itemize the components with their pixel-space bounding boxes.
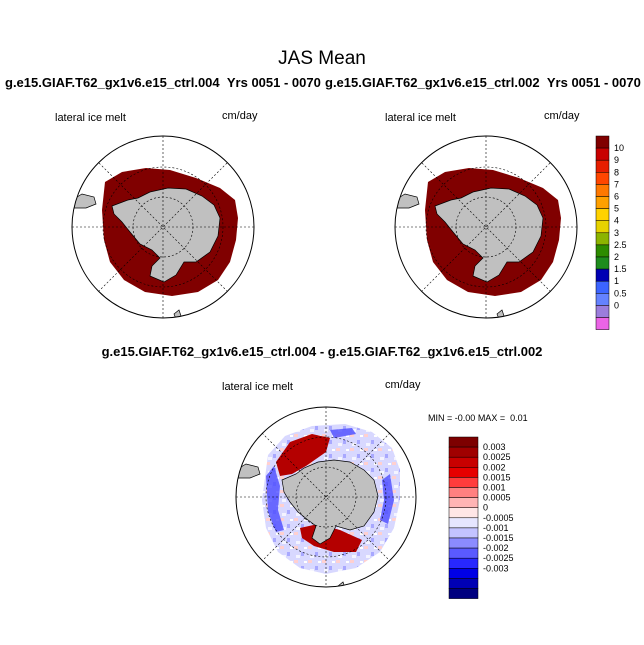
diff-colorbar-swatch [448, 477, 479, 488]
main-colorbar-swatch [595, 184, 610, 197]
diff-colorbar: 0.0030.00250.0020.00150.0010.00050-0.000… [448, 436, 514, 599]
right-case-name: g.e15.GIAF.T62_gx1v6.e15_ctrl.002 [325, 75, 540, 90]
diff-minmax: MIN = -0.00 MAX = 0.01 [428, 413, 528, 423]
main-colorbar-swatch [595, 172, 610, 185]
diff-positive-weddell [276, 434, 330, 476]
diff-colorbar-tick-label: -0.0005 [483, 513, 514, 523]
diff-colorbar-swatch [448, 578, 479, 589]
diff-colorbar-tick-label: 0.0025 [483, 452, 511, 462]
main-colorbar-swatch [595, 208, 610, 221]
diff-graticule [236, 407, 416, 587]
main-colorbar-tick-label: 0 [614, 300, 619, 310]
max-value: 0.01 [510, 413, 528, 423]
max-label: MAX = [477, 413, 506, 423]
diff-colorbar-swatch [448, 487, 479, 498]
diff-colorbar-swatch [448, 568, 479, 579]
right-var-label: lateral ice melt [385, 112, 456, 124]
diff-colorbar-swatch [448, 588, 479, 599]
main-colorbar-swatch [595, 232, 610, 246]
diff-colorbar-tick-label: 0.001 [483, 483, 506, 493]
main-colorbar-swatch [595, 244, 610, 258]
diff-colorbar-swatch [448, 456, 479, 468]
main-colorbar: 10 9 8 7 6 5 4 3 2.5 2 1.5 1 0.5 0 [595, 135, 627, 330]
diff-title: g.e15.GIAF.T62_gx1v6.e15_ctrl.004 - g.e1… [101, 344, 543, 359]
diff-colorbar-swatch [448, 557, 479, 569]
main-colorbar-swatch [595, 220, 610, 234]
main-colorbar-swatch [595, 147, 610, 161]
diff-colorbar-swatch [448, 547, 479, 559]
right-units-label: cm/day [544, 110, 580, 122]
main-colorbar-tick-label: 5 [614, 204, 619, 214]
main-colorbar-tick-label: 4 [614, 216, 619, 226]
diff-negative-north [330, 428, 356, 438]
left-graticule [72, 136, 254, 318]
diff-map [235, 406, 417, 588]
diff-colorbar-tick-label: 0.003 [483, 442, 506, 452]
main-colorbar-tick-label: 0.5 [614, 288, 627, 298]
left-antarctica [111, 187, 221, 283]
diff-colorbar-tick-label: -0.0025 [483, 553, 514, 563]
min-label: MIN = [428, 413, 453, 423]
main-title: JAS Mean [278, 48, 366, 69]
diff-var-label: lateral ice melt [222, 381, 293, 393]
main-colorbar-tick-label: 10 [614, 143, 624, 153]
main-colorbar-tick-label: 2.5 [614, 240, 627, 250]
main-colorbar-swatch [595, 256, 610, 270]
min-value: -0.00 [454, 413, 476, 423]
diff-colorbar-tick-label: 0.002 [483, 462, 506, 472]
left-map [71, 135, 255, 319]
right-case-title: g.e15.GIAF.T62_gx1v6.e15_ctrl.002 Yrs 00… [325, 75, 641, 90]
right-graticule [395, 136, 577, 318]
diff-colorbar-swatch [448, 507, 479, 519]
main-colorbar-tick-label: 1 [614, 276, 619, 286]
main-colorbar-swatch [595, 159, 610, 173]
diff-colorbar-tick-label: -0.001 [483, 523, 509, 533]
diff-units-label: cm/day [385, 379, 421, 391]
left-case-title: g.e15.GIAF.T62_gx1v6.e15_ctrl.004 Yrs 00… [5, 75, 321, 90]
main-colorbar-tick-label: 3 [614, 228, 619, 238]
left-case-years: Yrs 0051 - 0070 [226, 75, 321, 90]
main-colorbar-swatch [595, 305, 610, 318]
diff-colorbar-tick-label: -0.0015 [483, 533, 514, 543]
diff-colorbar-swatch [448, 446, 479, 458]
left-var-label: lateral ice melt [55, 112, 126, 124]
left-units-label: cm/day [222, 110, 258, 122]
diff-colorbar-tick-label: 0.0005 [483, 493, 511, 503]
diff-negative-east [380, 474, 394, 524]
main-colorbar-swatch [595, 280, 610, 294]
diff-colorbar-swatch [448, 467, 479, 478]
main-colorbar-swatch [595, 317, 610, 330]
diff-colorbar-swatch [448, 436, 479, 448]
diff-colorbar-tick-label: -0.003 [483, 563, 509, 573]
diff-colorbar-tick-label: 0 [483, 503, 488, 513]
right-antarctica [434, 187, 544, 283]
main-colorbar-tick-label: 2 [614, 252, 619, 262]
main-colorbar-tick-label: 6 [614, 192, 619, 202]
main-colorbar-tick-label: 9 [614, 155, 619, 165]
diff-colorbar-swatch [448, 497, 479, 508]
diff-negative-west [266, 466, 284, 532]
diff-colorbar-tick-label: -0.002 [483, 543, 509, 553]
right-map [394, 135, 578, 319]
diff-colorbar-swatch [448, 527, 479, 539]
diff-colorbar-swatch [448, 517, 479, 529]
main-colorbar-tick-label: 8 [614, 167, 619, 177]
diff-colorbar-tick-label: 0.0015 [483, 472, 511, 482]
main-colorbar-tick-label: 7 [614, 179, 619, 189]
main-colorbar-swatch [595, 268, 610, 282]
left-case-name: g.e15.GIAF.T62_gx1v6.e15_ctrl.004 [5, 75, 220, 90]
right-case-years: Yrs 0051 - 0070 [546, 75, 641, 90]
main-colorbar-swatch [595, 196, 610, 209]
main-colorbar-swatch [595, 135, 610, 149]
diff-colorbar-swatch [448, 537, 479, 549]
main-colorbar-swatch [595, 293, 610, 306]
main-colorbar-tick-label: 1.5 [614, 264, 627, 274]
